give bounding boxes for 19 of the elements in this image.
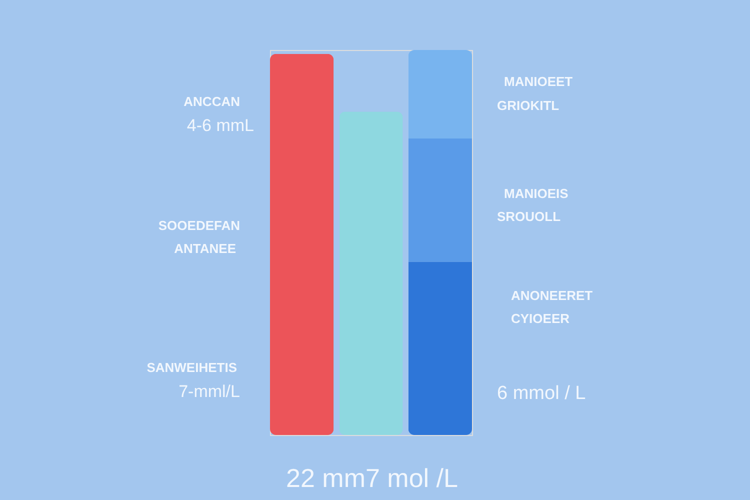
- text: 7-mml/L: [178, 382, 240, 401]
- text: MANIOEET: [504, 74, 573, 89]
- bar: [408, 138, 472, 262]
- bar: [339, 112, 403, 435]
- text: 4-6 mmL: [186, 116, 254, 135]
- text: ANTANEE: [174, 241, 236, 256]
- text: 6 mmol / L: [497, 383, 586, 404]
- text: SOOEDEFAN: [158, 218, 240, 233]
- text: ANONEERET: [511, 288, 593, 303]
- text: SANWEIHETIS: [146, 360, 238, 375]
- text: MANIOEIS: [504, 186, 569, 201]
- bar: [408, 262, 472, 435]
- text: SROUOLL: [497, 209, 561, 224]
- bar: [408, 50, 472, 139]
- text: 22 mm7 mol /L: [286, 463, 458, 493]
- text: CYIOEER: [511, 311, 570, 326]
- text: ANCCAN: [184, 94, 240, 109]
- text: GRIOKITL: [497, 98, 560, 113]
- bar: [270, 54, 334, 435]
